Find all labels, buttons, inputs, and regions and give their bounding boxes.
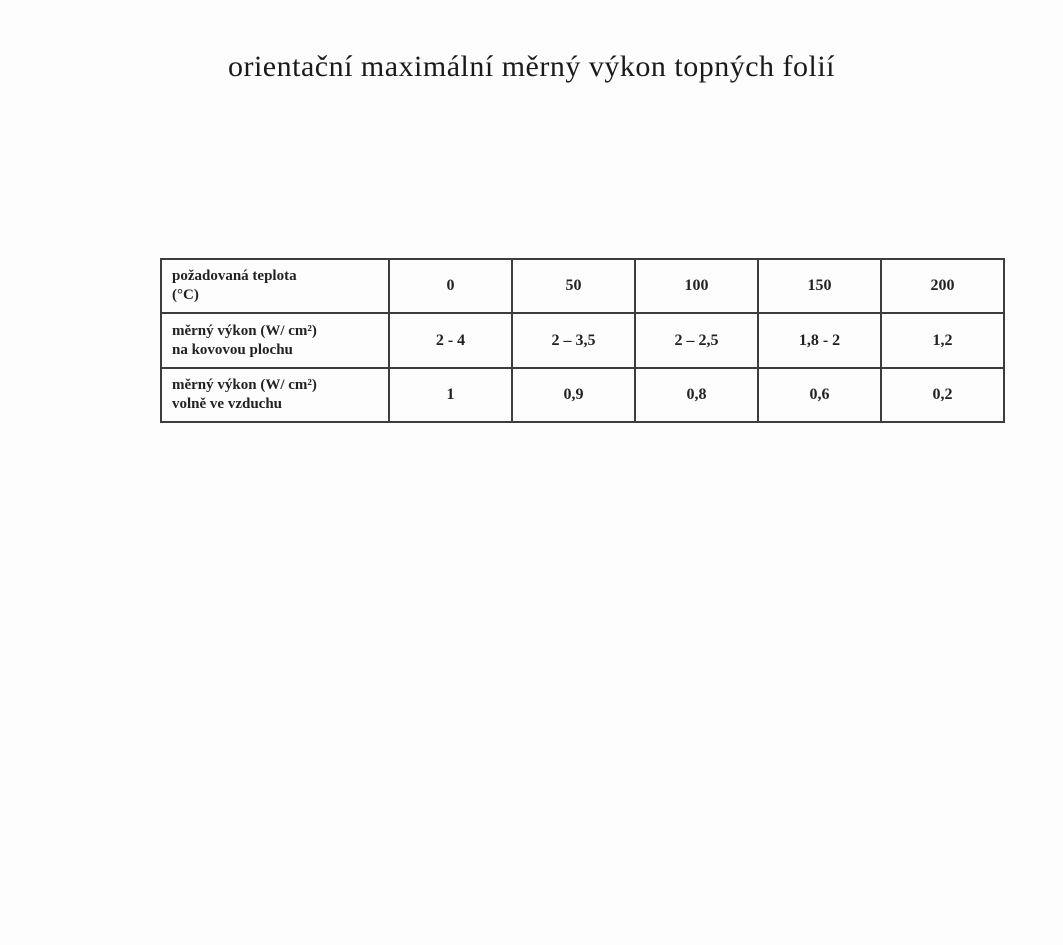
table-cell: 200 — [880, 258, 1005, 314]
row-header-line2: volně ve vzduchu — [172, 396, 283, 412]
table-cell: 150 — [757, 258, 882, 314]
row-header-line2: na kovovou plochu — [172, 341, 293, 358]
table-cell: 2 – 3,5 — [511, 312, 636, 369]
table-cell: 2 – 2,5 — [634, 312, 759, 369]
table-cell: 0,8 — [634, 367, 759, 423]
table-cell: 100 — [634, 258, 759, 314]
row-header-cell: měrný výkon (W/ cm²) volně ve vzduchu — [160, 367, 390, 423]
table-cell: 1 — [388, 367, 513, 423]
table-cell: 0,6 — [757, 367, 882, 423]
row-header-line2: (°C) — [172, 287, 199, 303]
row-header-line1: měrný výkon (W/ cm²) — [172, 322, 317, 339]
row-header-cell: měrný výkon (W/ cm²) na kovovou plochu — [160, 312, 390, 369]
table-row: měrný výkon (W/ cm²) volně ve vzduchu 1 … — [160, 367, 1005, 423]
row-header-cell: požadovaná teplota (°C) — [160, 258, 390, 314]
table-row: měrný výkon (W/ cm²) na kovovou plochu 2… — [160, 312, 1005, 369]
table-cell: 0 — [388, 258, 513, 314]
table-cell: 50 — [511, 258, 636, 314]
table-cell: 2 - 4 — [388, 312, 513, 369]
table-cell: 0,9 — [511, 367, 636, 423]
row-header-line1: požadovaná teplota — [172, 268, 297, 285]
heating-foil-power-table: požadovaná teplota (°C) 0 50 100 150 200… — [160, 258, 1005, 423]
row-header-line1: měrný výkon (W/ cm²) — [172, 377, 317, 394]
table-cell: 1,2 — [880, 312, 1005, 369]
table-row: požadovaná teplota (°C) 0 50 100 150 200 — [160, 258, 1005, 314]
page-title: orientační maximální měrný výkon topných… — [227, 50, 836, 83]
table-cell: 1,8 - 2 — [757, 312, 882, 369]
table-cell: 0,2 — [880, 367, 1005, 423]
